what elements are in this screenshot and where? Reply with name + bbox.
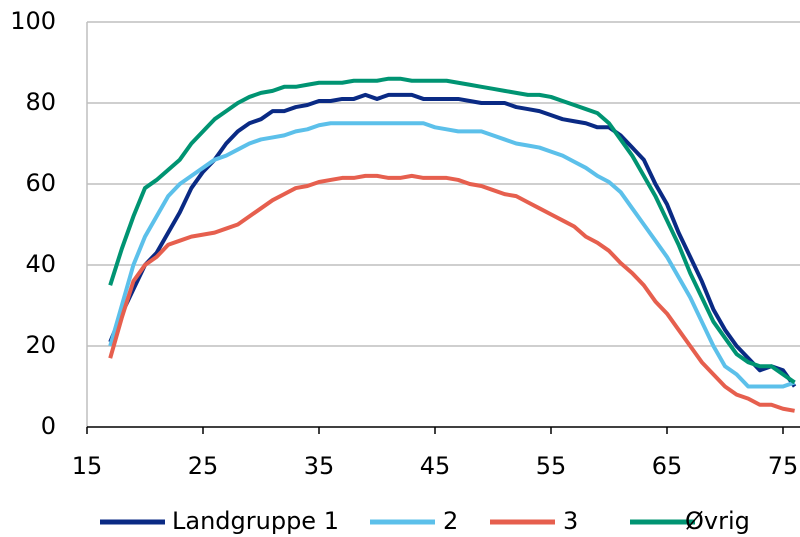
- y-tick-label: 60: [25, 169, 56, 197]
- x-tick-label: 25: [188, 452, 219, 480]
- x-tick-label: 55: [536, 452, 567, 480]
- x-tick-label: 35: [304, 452, 335, 480]
- x-tick-label: 45: [420, 452, 451, 480]
- x-tick-label: 65: [652, 452, 683, 480]
- y-tick-label: 40: [25, 250, 56, 278]
- x-tick-label: 15: [72, 452, 103, 480]
- x-tick-label: 75: [768, 452, 799, 480]
- series-line: [108, 121, 796, 389]
- legend-label: Landgruppe 1: [172, 507, 339, 535]
- y-tick-label: 100: [10, 7, 56, 35]
- legend-label: 3: [563, 507, 578, 535]
- legend-label: 2: [443, 507, 458, 535]
- legend-label: Øvrig: [685, 507, 750, 535]
- y-tick-label: 0: [41, 412, 56, 440]
- y-tick-label: 80: [25, 88, 56, 116]
- series-line: [108, 173, 795, 413]
- series-line: [108, 76, 796, 385]
- series-line: [108, 92, 797, 388]
- y-tick-label: 20: [25, 331, 56, 359]
